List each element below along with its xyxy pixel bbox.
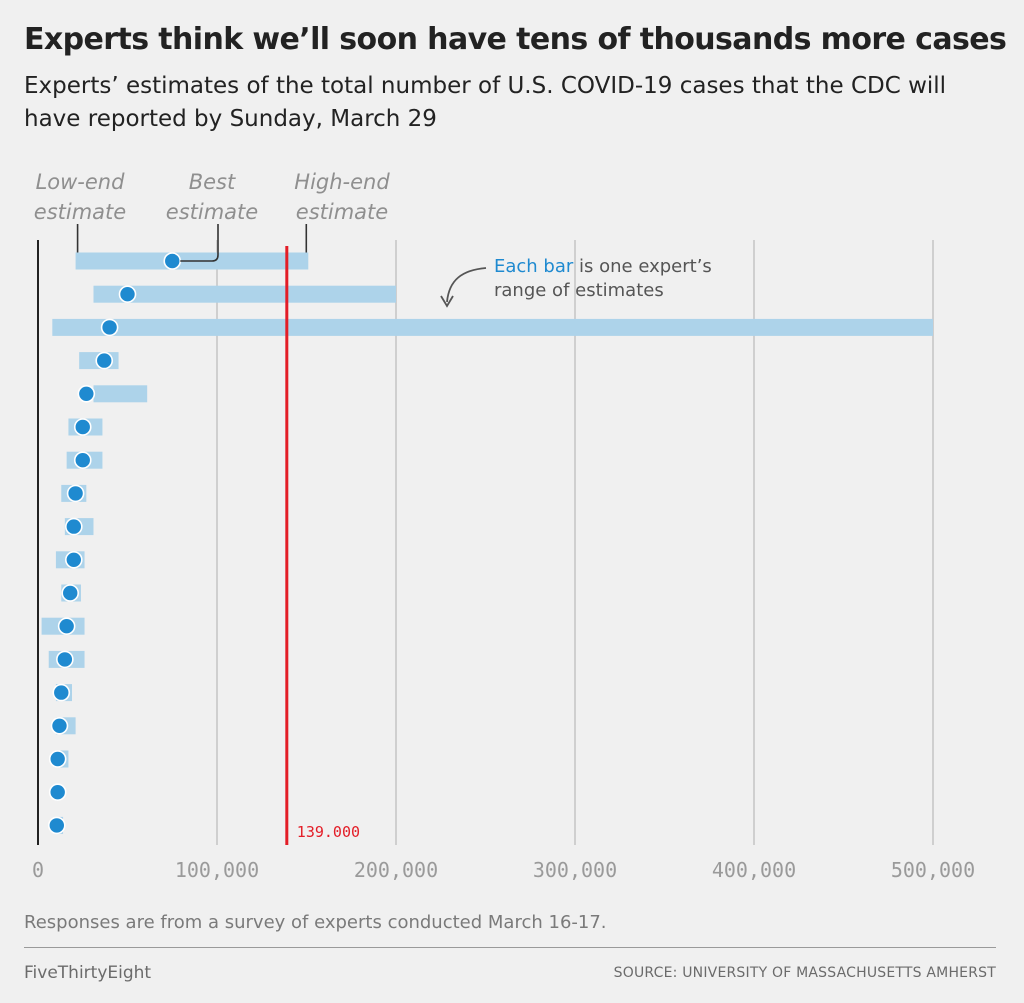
best-estimate-dot	[100, 318, 119, 337]
chart-subtitle: Experts’ estimates of the total number o…	[24, 73, 947, 132]
annotation-rest: is one expert’s	[573, 256, 712, 277]
x-tick-label: 0	[32, 858, 44, 882]
best-estimate-dot	[61, 584, 80, 602]
range-bars	[41, 252, 933, 835]
best-estimate-dot	[48, 750, 67, 768]
key-best-connector	[180, 224, 219, 262]
x-tick-label: 200,000	[354, 858, 438, 882]
annotation-line1: Each bar is one expert’s	[494, 256, 712, 277]
best-estimate-dot	[50, 716, 69, 735]
footnote: Responses are from a survey of experts c…	[24, 912, 607, 933]
chart-area: Low-end estimate Best estimate High-end …	[32, 170, 975, 882]
best-estimate-dot	[95, 351, 114, 370]
key-high-line1: High-end	[294, 170, 390, 194]
best-estimate-dot	[52, 683, 71, 702]
annotation-arrow-head	[440, 295, 454, 308]
range-bar	[52, 318, 933, 336]
key-best-line1: Best	[189, 170, 236, 194]
annotation-highlight: Each bar	[494, 256, 574, 277]
reference-line-label: 139.000	[297, 823, 360, 841]
brand-name: FiveThirtyEight	[24, 963, 152, 983]
annotation-arrow-curve	[446, 267, 487, 303]
annotation-line2: range of estimates	[494, 280, 664, 301]
x-tick-label: 400,000	[712, 858, 796, 882]
x-axis: 0 100,000 200,000 300,000 400,000 500,000	[32, 240, 975, 882]
x-tick-label: 500,000	[891, 858, 975, 882]
bar-annotation: Each bar is one expert’s range of estima…	[440, 256, 712, 308]
best-estimate-dot	[56, 650, 74, 669]
best-estimate-dot	[77, 384, 96, 403]
range-bar	[93, 285, 397, 303]
source-credit: SOURCE: UNIVERSITY OF MASSACHUSETTS AMHE…	[613, 965, 996, 981]
reference-line-group: 139.000	[285, 246, 360, 845]
x-tick-label: 100,000	[175, 858, 259, 882]
grid-lines	[216, 240, 934, 845]
best-estimate-dot	[163, 252, 182, 270]
x-tick-label: 300,000	[533, 858, 617, 882]
legend-key: Low-end estimate Best estimate High-end …	[34, 170, 390, 262]
footer-divider	[24, 947, 996, 948]
range-bar	[93, 385, 148, 403]
best-estimate-dot	[48, 783, 67, 802]
best-estimate-dot	[65, 550, 83, 569]
best-estimate-dot	[57, 617, 76, 636]
key-low-line1: Low-end	[36, 170, 126, 194]
key-best-line2: estimate	[166, 200, 258, 224]
best-estimate-dot	[73, 451, 92, 470]
chart-title: Experts think we’ll soon have tens of th…	[24, 22, 1007, 57]
key-high-line2: estimate	[296, 200, 388, 224]
best-estimate-dot	[118, 285, 137, 304]
best-estimate-dot	[65, 517, 83, 536]
best-estimate-dot	[73, 418, 92, 436]
key-low-line2: estimate	[34, 200, 126, 224]
best-estimate-dot	[66, 484, 85, 503]
best-estimate-dot	[47, 816, 66, 835]
